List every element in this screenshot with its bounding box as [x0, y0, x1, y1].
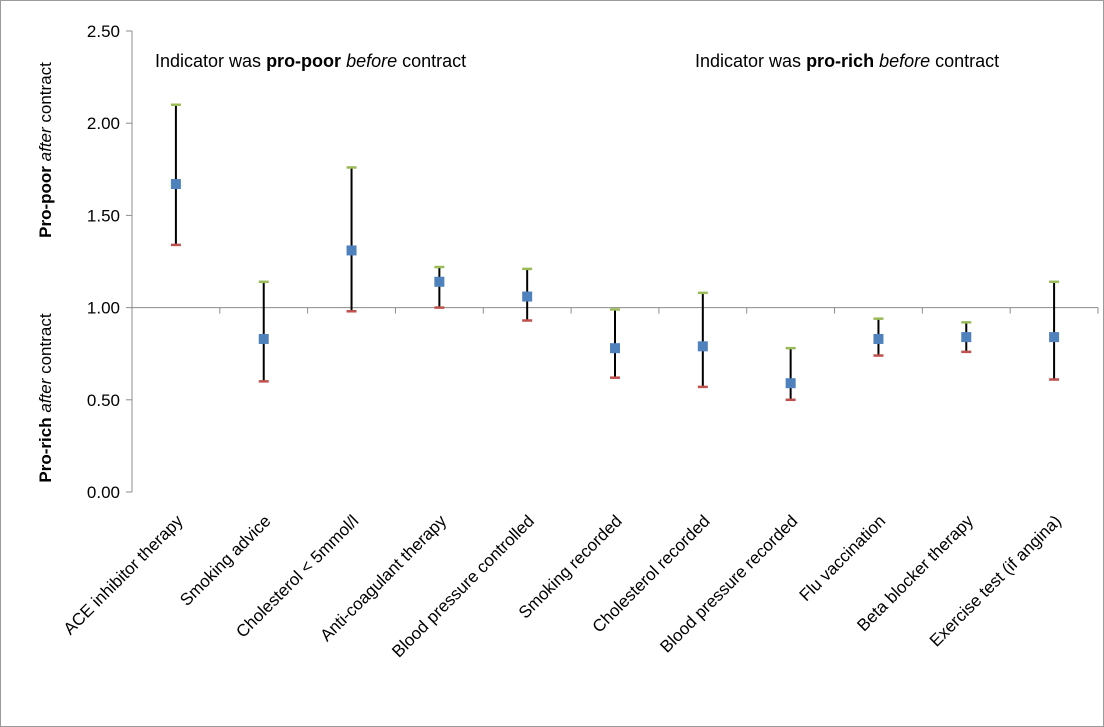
data-point — [873, 333, 884, 344]
y-tick-label: 0.50 — [87, 391, 120, 410]
y-tick-label: 0.00 — [87, 483, 120, 502]
annotation-pro-rich-before: Indicator was pro-rich before contract — [695, 51, 999, 71]
data-point — [961, 332, 972, 343]
data-points — [170, 179, 1060, 389]
annotation-pro-poor-before: Indicator was pro-poor before contract — [155, 51, 466, 71]
y-tick-label: 1.00 — [87, 299, 120, 318]
y-axis-label-pro-rich: Pro-rich after contract — [36, 313, 55, 482]
data-point — [170, 179, 181, 190]
data-point — [346, 245, 357, 256]
data-point — [610, 343, 620, 354]
data-point — [1049, 332, 1060, 343]
data-point — [434, 276, 445, 287]
x-axis-ticks — [219, 307, 1099, 314]
y-axis-label-pro-poor: Pro-poor after contract — [36, 62, 55, 238]
data-point — [258, 333, 269, 344]
y-tick-label: 2.50 — [87, 22, 120, 41]
y-tick-label: 1.50 — [87, 206, 120, 225]
data-point — [522, 291, 533, 302]
error-bars — [170, 103, 1060, 402]
data-point — [697, 341, 708, 352]
data-point — [785, 378, 796, 389]
y-tick-label: 2.00 — [87, 114, 120, 133]
y-axis-ticks: 0.00 0.50 1.00 1.50 2.00 2.50 — [87, 22, 132, 502]
